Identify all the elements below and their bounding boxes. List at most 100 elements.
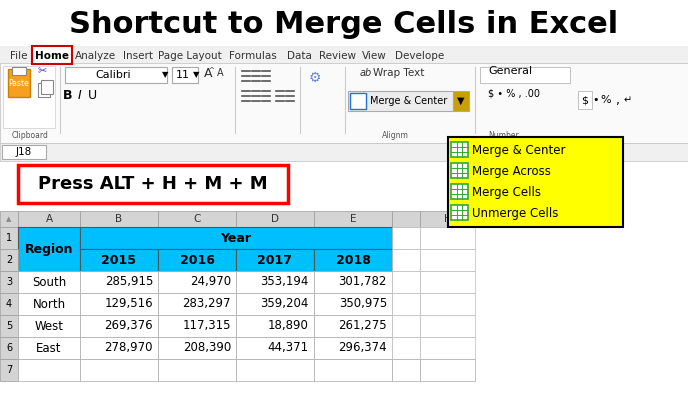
Text: 3: 3 (6, 277, 12, 287)
Text: ▲: ▲ (6, 216, 12, 222)
Bar (420, 249, 475, 271)
Text: ^: ^ (208, 67, 214, 73)
Text: 261,275: 261,275 (338, 320, 387, 333)
Bar (0, 143, 688, 161)
Text: 359,204: 359,204 (261, 297, 309, 310)
Bar (392, 227, 420, 249)
Bar (350, 93, 366, 109)
Text: B: B (63, 89, 73, 102)
Bar (451, 184, 468, 199)
Bar (348, 91, 453, 111)
Bar (12, 67, 26, 75)
Bar (0, 359, 18, 381)
Bar (158, 359, 236, 381)
Bar (236, 315, 314, 337)
Bar (392, 249, 420, 271)
Text: Press ALT + H + M + M: Press ALT + H + M + M (39, 175, 268, 193)
Text: Number: Number (488, 131, 519, 140)
Bar (0, 337, 18, 359)
Text: View: View (362, 50, 387, 61)
Bar (236, 211, 314, 227)
Text: Develope: Develope (396, 50, 444, 61)
Bar (420, 271, 475, 293)
Text: 353,194: 353,194 (261, 275, 309, 288)
Bar (392, 315, 420, 337)
Text: 5: 5 (6, 321, 12, 331)
Bar (480, 67, 570, 83)
Bar (18, 293, 80, 315)
Bar (18, 211, 80, 227)
Bar (0, 63, 688, 143)
Bar (451, 163, 468, 178)
Text: 6: 6 (6, 343, 12, 353)
Bar (80, 211, 158, 227)
Text: Paste: Paste (9, 78, 30, 87)
Text: File: File (10, 50, 28, 61)
Bar (0, 315, 18, 337)
Bar (420, 337, 475, 359)
Bar (65, 67, 167, 83)
Text: 18,890: 18,890 (268, 320, 309, 333)
Text: Merge Across: Merge Across (472, 165, 551, 178)
Text: 208,390: 208,390 (183, 342, 231, 355)
Bar (80, 315, 158, 337)
Text: 117,315: 117,315 (182, 320, 231, 333)
Bar (8, 69, 30, 97)
Text: Clipboard: Clipboard (12, 131, 48, 140)
Text: General: General (488, 66, 532, 76)
Bar (0, 293, 18, 315)
Text: 2: 2 (6, 255, 12, 265)
Bar (18, 359, 80, 381)
Text: 301,782: 301,782 (338, 275, 387, 288)
Text: 269,376: 269,376 (105, 320, 153, 333)
Text: U: U (87, 89, 96, 102)
Bar (392, 337, 420, 359)
Bar (158, 315, 236, 337)
Bar (18, 271, 80, 293)
Text: C: C (193, 214, 201, 224)
Bar (420, 211, 475, 227)
Bar (314, 211, 392, 227)
Text: East: East (36, 342, 62, 355)
Text: •: • (593, 95, 599, 105)
Bar (2, 145, 46, 159)
Text: ,: , (616, 93, 620, 106)
Bar (420, 227, 475, 249)
Text: South: South (32, 275, 66, 288)
Text: 44,371: 44,371 (268, 342, 309, 355)
Text: 350,975: 350,975 (338, 297, 387, 310)
Bar (18, 227, 80, 271)
Bar (38, 83, 50, 97)
Bar (3, 66, 55, 128)
Bar (0, 211, 18, 227)
Bar (158, 211, 236, 227)
Text: B: B (116, 214, 122, 224)
Bar (392, 359, 420, 381)
Bar (18, 337, 80, 359)
Bar (0, 46, 688, 63)
Bar (392, 271, 420, 293)
Bar (420, 293, 475, 315)
Bar (236, 337, 314, 359)
Text: D: D (271, 214, 279, 224)
Bar (453, 91, 469, 111)
Bar (80, 359, 158, 381)
Text: 285,915: 285,915 (105, 275, 153, 288)
Text: 2015: 2015 (102, 253, 136, 266)
Text: Calibri: Calibri (95, 70, 131, 80)
Bar (314, 271, 392, 293)
Bar (0, 46, 688, 143)
Text: West: West (34, 320, 63, 333)
Bar (314, 315, 392, 337)
Bar (80, 271, 158, 293)
Text: Formulas: Formulas (229, 50, 277, 61)
Text: 1: 1 (6, 233, 12, 243)
Text: ▼: ▼ (162, 71, 169, 80)
Text: 2017: 2017 (257, 253, 292, 266)
Text: $ • % , .00: $ • % , .00 (488, 88, 540, 98)
Text: 11: 11 (176, 70, 190, 80)
Bar (172, 67, 198, 83)
Bar (18, 165, 288, 203)
Text: 7: 7 (6, 365, 12, 375)
Text: Insert: Insert (123, 50, 153, 61)
